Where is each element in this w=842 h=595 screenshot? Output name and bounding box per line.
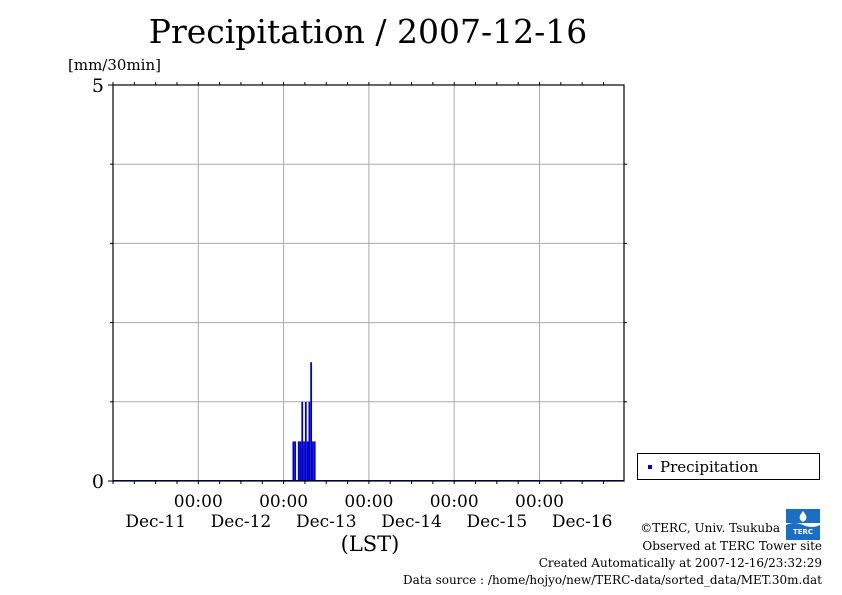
source-text: Data source : /home/hojyo/new/TERC-data/…	[403, 573, 822, 587]
x-tick-date-label: Dec-13	[296, 512, 357, 532]
precip-bar	[304, 401, 307, 481]
precip-bar	[294, 441, 297, 481]
created-text: Created Automatically at 2007-12-16/23:3…	[538, 556, 822, 570]
precip-bar	[313, 441, 316, 481]
x-tick-time-label: 00:00	[344, 492, 393, 512]
precip-bar	[306, 441, 309, 481]
logo-text: TERC	[792, 528, 814, 536]
site-text: Observed at TERC Tower site	[642, 539, 822, 553]
x-tick-date-label: Dec-11	[125, 512, 186, 532]
y-tick-label: 0	[92, 471, 104, 493]
x-tick-time-label: 00:00	[259, 492, 308, 512]
x-tick-time-label: 00:00	[174, 492, 223, 512]
terc-logo-icon	[784, 503, 822, 541]
x-tick-date-label: Dec-14	[381, 512, 442, 532]
precip-bar	[299, 441, 302, 481]
y-axis-unit-label: [mm/30min]	[68, 56, 161, 74]
x-tick-date-label: Dec-12	[211, 512, 272, 532]
chart-title: Precipitation / 2007-12-16	[148, 12, 588, 51]
x-tick-date-label: Dec-16	[552, 512, 613, 532]
precip-bar	[297, 441, 300, 481]
legend-marker	[648, 465, 652, 469]
copyright-text: ©TERC, Univ. Tsukuba	[640, 521, 780, 535]
precip-bar	[292, 441, 295, 481]
precip-bar	[312, 441, 314, 481]
legend-label: Precipitation	[660, 458, 759, 476]
precip-bar	[303, 441, 305, 481]
x-tick-date-label: Dec-15	[467, 512, 528, 532]
x-tick-time-label: 00:00	[515, 492, 564, 512]
precip-bar	[308, 401, 311, 481]
legend: Precipitation	[637, 453, 820, 480]
y-tick-label: 5	[92, 75, 104, 97]
precip-bar	[301, 401, 304, 481]
x-axis-label: (LST)	[340, 532, 400, 556]
x-tick-time-label: 00:00	[430, 492, 479, 512]
precip-bar	[310, 362, 313, 481]
